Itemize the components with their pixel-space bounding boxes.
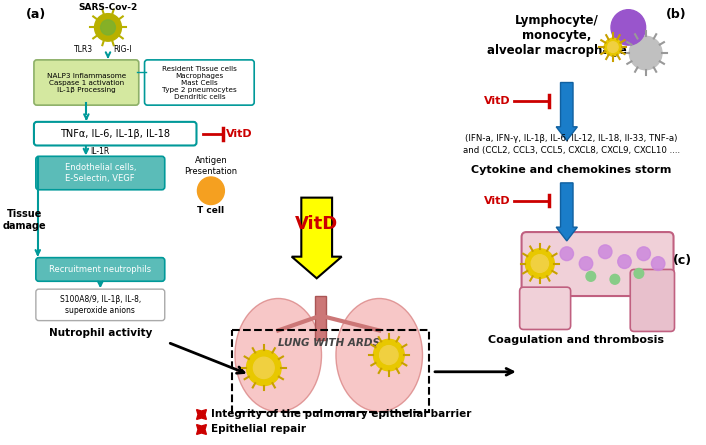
Text: LUNG WITH ARDS: LUNG WITH ARDS (278, 338, 381, 348)
Text: RIG-I: RIG-I (113, 45, 132, 54)
Ellipse shape (336, 299, 422, 412)
FancyBboxPatch shape (36, 156, 164, 190)
Text: Lymphocyte/
monocyte,
alveolar macrophage: Lymphocyte/ monocyte, alveolar macrophag… (487, 14, 627, 57)
Circle shape (608, 42, 618, 53)
Text: IL-1R: IL-1R (90, 147, 110, 156)
FancyBboxPatch shape (34, 122, 196, 146)
Circle shape (373, 340, 405, 371)
Text: Antigen
Presentation: Antigen Presentation (184, 157, 237, 176)
Text: S100A8/9, IL-1β, IL-8,
superoxide anions: S100A8/9, IL-1β, IL-8, superoxide anions (60, 295, 141, 315)
FancyBboxPatch shape (34, 60, 139, 105)
Text: (a): (a) (26, 8, 47, 20)
Text: T cell: T cell (198, 206, 225, 215)
Text: NALP3 Inflammasome
Caspase 1 activation
IL-1β Processing: NALP3 Inflammasome Caspase 1 activation … (47, 73, 126, 93)
Circle shape (586, 271, 596, 281)
Circle shape (634, 268, 644, 278)
Text: Nutrophil activity: Nutrophil activity (49, 328, 152, 339)
Circle shape (611, 10, 646, 45)
FancyBboxPatch shape (520, 287, 570, 329)
Circle shape (380, 346, 398, 364)
Text: Recruitment neutrophils: Recruitment neutrophils (49, 265, 151, 274)
Circle shape (253, 357, 274, 379)
FancyArrow shape (556, 82, 578, 141)
Circle shape (246, 350, 281, 385)
Text: VitD: VitD (484, 96, 511, 106)
FancyBboxPatch shape (522, 232, 674, 296)
Ellipse shape (235, 299, 321, 412)
FancyBboxPatch shape (36, 289, 164, 320)
Circle shape (637, 247, 650, 261)
Text: Endothelial cells,
E-Selectin, VEGF: Endothelial cells, E-Selectin, VEGF (64, 163, 136, 183)
Text: TNFα, IL-6, IL-1β, IL-18: TNFα, IL-6, IL-1β, IL-18 (60, 129, 170, 139)
FancyArrow shape (292, 198, 342, 278)
Text: (c): (c) (673, 254, 692, 267)
Text: Coagulation and thrombosis: Coagulation and thrombosis (489, 336, 664, 345)
Circle shape (618, 255, 631, 268)
Circle shape (629, 36, 662, 70)
Text: Epithelial repair: Epithelial repair (211, 424, 306, 434)
Circle shape (604, 38, 621, 56)
Text: Integrity of the pulmonary epithelial barrier: Integrity of the pulmonary epithelial ba… (211, 409, 472, 419)
FancyBboxPatch shape (145, 60, 254, 105)
Text: SARS-Cov-2: SARS-Cov-2 (78, 3, 138, 12)
Text: VitD: VitD (227, 129, 253, 139)
Circle shape (525, 249, 554, 278)
Circle shape (100, 20, 115, 35)
FancyArrow shape (556, 183, 578, 241)
Circle shape (198, 177, 225, 205)
Circle shape (580, 257, 593, 271)
Bar (315, 296, 326, 340)
Circle shape (652, 257, 665, 271)
Text: VitD: VitD (295, 215, 338, 233)
Circle shape (610, 275, 620, 284)
FancyBboxPatch shape (36, 258, 164, 281)
Circle shape (560, 247, 573, 261)
Circle shape (531, 255, 549, 272)
Text: Cytokine and chemokines storm: Cytokine and chemokines storm (472, 165, 672, 175)
Circle shape (95, 14, 121, 41)
Text: VitD: VitD (484, 196, 511, 206)
Text: (b): (b) (666, 8, 686, 20)
FancyBboxPatch shape (630, 270, 674, 332)
Text: (IFN-a, IFN-γ, IL-1β, IL-6, IL-12, IL-18, Il-33, TNF-a): (IFN-a, IFN-γ, IL-1β, IL-6, IL-12, IL-18… (465, 134, 678, 143)
Text: Tissue
damage: Tissue damage (3, 210, 46, 231)
Circle shape (599, 245, 612, 259)
Text: and (CCL2, CCL3, CCL5, CXCL8, CXCL9, CXCL10 ....: and (CCL2, CCL3, CCL5, CXCL8, CXCL9, CXC… (463, 146, 680, 155)
Bar (232, 331, 429, 412)
Text: TLR3: TLR3 (74, 45, 93, 54)
Text: Resident Tissue cells
Macrophages
Mast Cells
Type 2 pneumocytes
Dendritic cells: Resident Tissue cells Macrophages Mast C… (162, 65, 237, 100)
